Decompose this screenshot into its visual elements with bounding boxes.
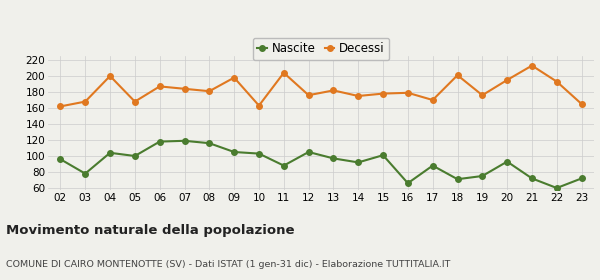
- Decessi: [181, 87, 188, 90]
- Line: Decessi: Decessi: [58, 63, 584, 109]
- Decessi: [404, 91, 412, 94]
- Nascite: [82, 172, 89, 175]
- Text: Movimento naturale della popolazione: Movimento naturale della popolazione: [6, 224, 295, 237]
- Decessi: [131, 100, 139, 103]
- Nascite: [379, 153, 386, 157]
- Decessi: [305, 94, 312, 97]
- Nascite: [454, 178, 461, 181]
- Decessi: [355, 94, 362, 98]
- Nascite: [230, 150, 238, 154]
- Text: COMUNE DI CAIRO MONTENOTTE (SV) - Dati ISTAT (1 gen-31 dic) - Elaborazione TUTTI: COMUNE DI CAIRO MONTENOTTE (SV) - Dati I…: [6, 260, 451, 269]
- Decessi: [156, 85, 163, 88]
- Decessi: [429, 98, 436, 102]
- Nascite: [355, 161, 362, 164]
- Decessi: [230, 76, 238, 79]
- Decessi: [256, 104, 263, 107]
- Decessi: [82, 100, 89, 103]
- Decessi: [454, 74, 461, 77]
- Decessi: [206, 90, 213, 93]
- Decessi: [57, 105, 64, 108]
- Decessi: [529, 64, 536, 67]
- Legend: Nascite, Decessi: Nascite, Decessi: [253, 38, 389, 60]
- Decessi: [330, 89, 337, 92]
- Nascite: [529, 177, 536, 180]
- Nascite: [330, 157, 337, 160]
- Decessi: [479, 94, 486, 97]
- Decessi: [578, 102, 585, 106]
- Line: Nascite: Nascite: [58, 138, 584, 191]
- Nascite: [156, 140, 163, 143]
- Nascite: [578, 177, 585, 180]
- Nascite: [206, 141, 213, 145]
- Decessi: [106, 74, 113, 78]
- Nascite: [404, 181, 412, 185]
- Decessi: [379, 92, 386, 95]
- Nascite: [181, 139, 188, 143]
- Nascite: [429, 164, 436, 167]
- Nascite: [106, 151, 113, 155]
- Decessi: [280, 71, 287, 74]
- Nascite: [280, 164, 287, 167]
- Decessi: [553, 80, 560, 83]
- Nascite: [553, 186, 560, 190]
- Nascite: [305, 150, 312, 154]
- Decessi: [503, 78, 511, 82]
- Nascite: [479, 174, 486, 178]
- Nascite: [131, 154, 139, 158]
- Nascite: [57, 158, 64, 161]
- Nascite: [503, 160, 511, 163]
- Nascite: [256, 152, 263, 155]
